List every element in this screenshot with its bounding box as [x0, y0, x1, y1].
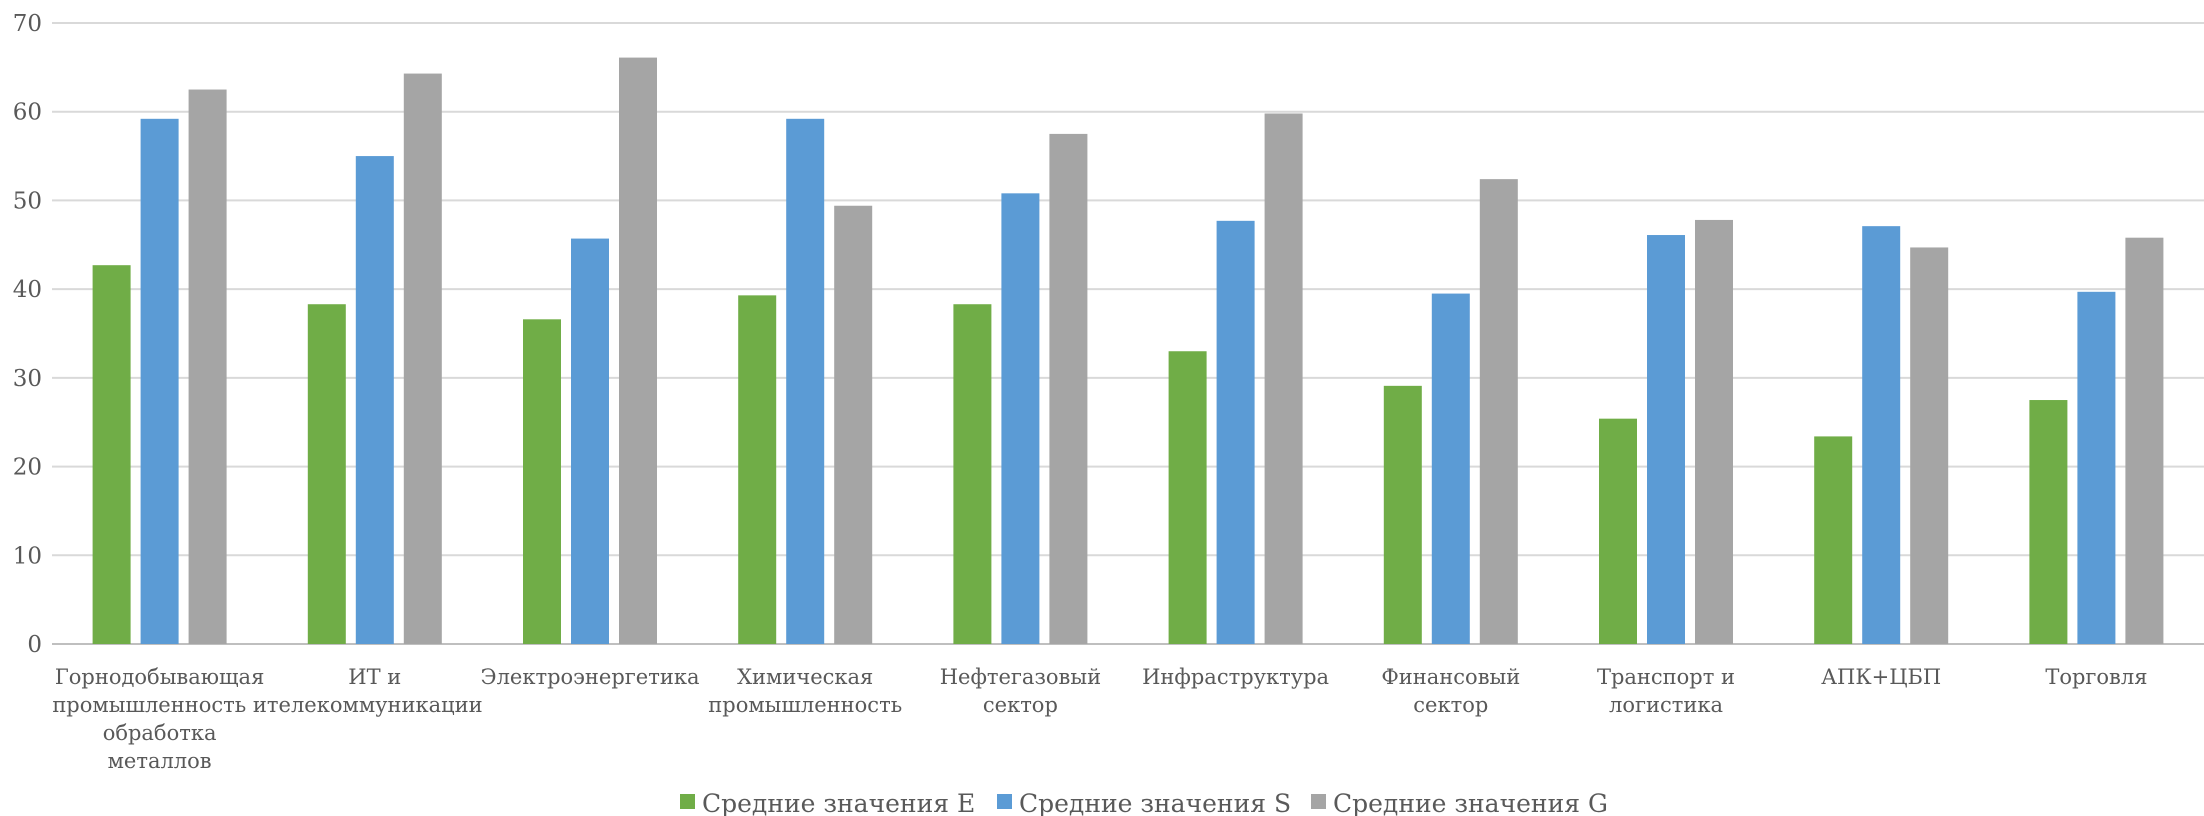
legend-label: Средние значения S: [1019, 789, 1291, 816]
legend-label: Средние значения G: [1333, 789, 1608, 816]
legend-swatch: [680, 794, 695, 809]
legend-swatch: [997, 794, 1012, 809]
bar-g: [403, 73, 442, 645]
y-tick-label: 20: [13, 455, 42, 481]
y-axis-ticks: 0 10 20 30 40 50 60 70: [13, 11, 42, 658]
y-tick-label: 0: [27, 632, 42, 658]
x-category-label-line: Инфраструктура: [1142, 665, 1329, 689]
x-category-label-line: телекоммуникации: [267, 693, 483, 717]
y-tick-label: 30: [13, 366, 42, 392]
x-category-label-line: АПК+ЦБП: [1821, 665, 1941, 689]
x-category-label-line: металлов: [108, 749, 212, 773]
bar-s: [2077, 291, 2116, 644]
x-category-label: Электроэнергетика: [481, 665, 700, 689]
bar-e: [523, 319, 561, 644]
x-category-label-line: промышленность и: [52, 693, 267, 717]
bars: [92, 57, 2164, 645]
x-category-label-line: ИТ и: [348, 665, 401, 689]
x-category-label-line: Электроэнергетика: [481, 665, 700, 689]
y-tick-label: 40: [13, 277, 42, 303]
bar-e: [738, 295, 777, 644]
x-category-label-line: Финансовый: [1381, 665, 1520, 689]
bar-s: [786, 118, 825, 645]
legend-swatch: [1311, 794, 1326, 809]
bar-g: [1049, 133, 1088, 644]
bar-g: [1910, 247, 1949, 644]
y-tick-label: 50: [13, 188, 42, 214]
bar-g: [2125, 237, 2164, 644]
y-tick-label: 10: [13, 543, 42, 569]
bar-s: [140, 118, 179, 645]
x-category-label-line: Нефтегазовый: [940, 665, 1101, 689]
x-category-label: Торговля: [2045, 665, 2147, 689]
x-category-label-line: логистика: [1609, 693, 1723, 717]
bar-g: [619, 57, 657, 644]
bar-e: [1599, 418, 1637, 644]
x-category-label-line: Химическая: [737, 665, 873, 689]
bar-g: [1479, 179, 1518, 644]
x-category-label-line: обработка: [103, 721, 217, 745]
bar-g: [1695, 219, 1733, 644]
x-category-label-line: Горнодобывающая: [55, 665, 264, 689]
bar-e: [2029, 400, 2068, 644]
x-axis-labels: Горнодобывающая промышленность и обработка…: [52, 665, 2147, 773]
legend: Средние значения E Средние значения S Сред…: [680, 789, 1608, 816]
bar-s: [1431, 293, 1470, 644]
y-tick-label: 70: [13, 11, 42, 37]
bar-e: [1814, 436, 1853, 644]
bar-g: [188, 89, 227, 645]
bar-e: [92, 265, 131, 644]
bar-s: [355, 156, 394, 645]
x-category-label-line: сектор: [983, 693, 1058, 717]
x-category-label: ИТ и телекоммуникации: [267, 665, 483, 717]
bar-e: [1168, 351, 1207, 644]
x-category-label: Химическая промышленность: [708, 665, 902, 717]
x-category-label-line: сектор: [1413, 693, 1488, 717]
bar-s: [1001, 193, 1040, 644]
x-category-label: АПК+ЦБП: [1821, 665, 1941, 689]
x-category-label-line: Транспорт и: [1597, 665, 1735, 689]
bar-s: [1216, 220, 1255, 644]
x-category-label: Транспорт и логистика: [1597, 665, 1735, 717]
legend-label: Средние значения E: [702, 789, 975, 816]
x-category-label: Горнодобывающая промышленность и обработка…: [52, 665, 267, 773]
x-category-label-line: Торговля: [2045, 665, 2147, 689]
bar-e: [307, 304, 346, 644]
x-category-label: Нефтегазовый сектор: [940, 665, 1101, 717]
x-category-label: Финансовый сектор: [1381, 665, 1520, 717]
bar-e: [953, 304, 992, 644]
x-category-label-line: промышленность: [708, 693, 902, 717]
bar-s: [1647, 235, 1685, 644]
bar-g: [1264, 113, 1303, 644]
bar-g: [834, 205, 873, 644]
bar-s: [571, 238, 609, 644]
y-tick-label: 60: [13, 100, 42, 126]
bar-s: [1862, 226, 1901, 645]
bar-e: [1383, 385, 1422, 644]
x-category-label: Инфраструктура: [1142, 665, 1329, 689]
